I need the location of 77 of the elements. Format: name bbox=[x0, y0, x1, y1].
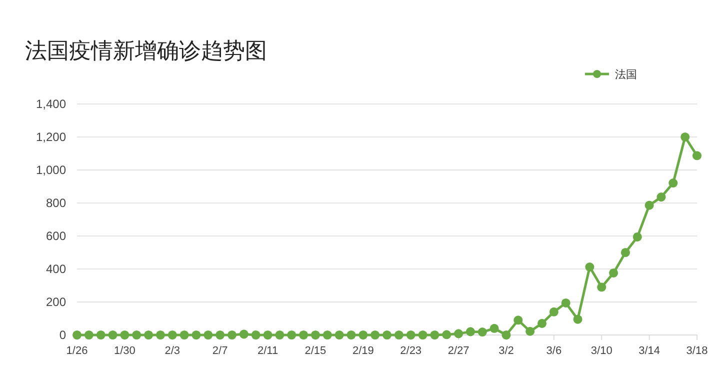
x-tick-label: 3/6 bbox=[546, 344, 562, 357]
point bbox=[358, 330, 368, 340]
point bbox=[442, 330, 452, 340]
x-tick-label: 2/11 bbox=[257, 344, 278, 357]
x-tick-label: 2/19 bbox=[352, 344, 374, 357]
x-tick-label: 3/14 bbox=[638, 344, 660, 357]
point bbox=[502, 330, 511, 340]
point bbox=[72, 330, 82, 340]
point bbox=[108, 330, 118, 340]
point bbox=[692, 151, 702, 160]
point bbox=[632, 232, 642, 242]
point bbox=[144, 330, 154, 340]
point bbox=[454, 329, 464, 338]
point bbox=[573, 314, 582, 324]
x-tick-label: 2/23 bbox=[400, 344, 422, 357]
point bbox=[644, 200, 654, 210]
point bbox=[406, 330, 416, 340]
x-tick-label: 2/27 bbox=[448, 344, 470, 357]
point bbox=[216, 330, 225, 340]
x-tick-label: 2/15 bbox=[304, 344, 326, 357]
point bbox=[394, 330, 404, 340]
point bbox=[132, 330, 142, 340]
point bbox=[561, 298, 570, 308]
point bbox=[537, 318, 547, 328]
point bbox=[466, 327, 475, 336]
point bbox=[156, 330, 165, 340]
point bbox=[430, 330, 440, 340]
point bbox=[418, 330, 428, 340]
point bbox=[549, 307, 558, 316]
y-tick-label: 400 bbox=[46, 262, 66, 276]
point bbox=[84, 330, 94, 340]
point bbox=[310, 330, 320, 340]
point bbox=[227, 330, 237, 340]
point bbox=[120, 330, 130, 340]
point bbox=[609, 268, 618, 278]
x-tick-label: 2/7 bbox=[212, 344, 228, 357]
legend-label: 法国 bbox=[615, 68, 637, 81]
y-tick-label: 800 bbox=[46, 196, 66, 210]
point bbox=[490, 324, 499, 333]
x-tick-label: 3/10 bbox=[590, 344, 612, 357]
point bbox=[263, 330, 272, 340]
point bbox=[239, 330, 248, 339]
point bbox=[322, 330, 332, 340]
point bbox=[96, 330, 106, 340]
y-tick-label: 1,000 bbox=[36, 162, 66, 177]
x-tick-label: 1/26 bbox=[66, 344, 88, 357]
x-tick-label: 1/30 bbox=[114, 344, 136, 357]
y-tick-label: 200 bbox=[46, 294, 66, 309]
chart-title: 法国疫情新增确诊趋势图 bbox=[25, 39, 267, 64]
point bbox=[585, 262, 594, 272]
y-tick-label: 600 bbox=[46, 228, 66, 243]
point bbox=[597, 282, 606, 292]
x-tick-label: 3/2 bbox=[498, 344, 514, 357]
y-tick-label: 1,200 bbox=[36, 130, 66, 144]
point bbox=[680, 132, 690, 142]
point bbox=[370, 330, 380, 340]
point bbox=[299, 330, 308, 340]
y-tick-label: 0 bbox=[59, 328, 66, 342]
point bbox=[620, 248, 630, 258]
point bbox=[668, 178, 678, 188]
point bbox=[514, 316, 523, 325]
x-tick-label: 2/3 bbox=[164, 344, 180, 357]
point bbox=[180, 330, 189, 340]
point bbox=[192, 330, 201, 340]
point bbox=[275, 330, 284, 340]
point bbox=[251, 330, 260, 340]
point bbox=[334, 330, 344, 340]
point bbox=[346, 330, 356, 340]
y-tick-label: 1,400 bbox=[36, 96, 66, 111]
point bbox=[382, 330, 392, 340]
point bbox=[287, 330, 296, 340]
point bbox=[168, 330, 177, 340]
x-tick-label: 3/18 bbox=[686, 344, 708, 357]
point bbox=[478, 328, 487, 337]
point bbox=[656, 192, 666, 202]
point bbox=[526, 326, 535, 336]
point bbox=[204, 330, 213, 340]
